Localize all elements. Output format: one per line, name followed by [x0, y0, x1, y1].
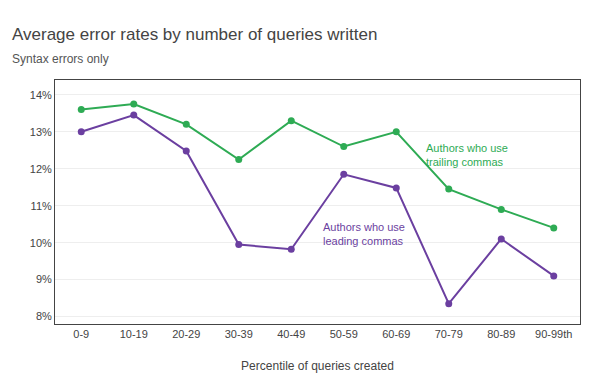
svg-text:0-9: 0-9	[73, 328, 89, 340]
svg-text:10-19: 10-19	[120, 328, 148, 340]
svg-text:40-49: 40-49	[277, 328, 305, 340]
svg-text:30-39: 30-39	[225, 328, 253, 340]
svg-text:50-59: 50-59	[330, 328, 358, 340]
svg-text:60-69: 60-69	[382, 328, 410, 340]
svg-text:13%: 13%	[30, 126, 52, 138]
svg-text:Average error rates by number: Average error rates by number of queries…	[12, 25, 377, 44]
svg-text:Authors who usetrailing commas: Authors who usetrailing commas	[426, 142, 508, 168]
svg-text:14%: 14%	[30, 89, 52, 101]
svg-text:9%: 9%	[36, 273, 52, 285]
svg-text:Syntax errors only: Syntax errors only	[12, 52, 109, 66]
svg-text:10%: 10%	[30, 237, 52, 249]
svg-text:20-29: 20-29	[172, 328, 200, 340]
svg-text:90-99th: 90-99th	[535, 328, 572, 340]
svg-text:12%: 12%	[30, 163, 52, 175]
svg-text:8%: 8%	[36, 310, 52, 322]
svg-text:70-79: 70-79	[435, 328, 463, 340]
svg-text:80-89: 80-89	[487, 328, 515, 340]
svg-text:Percentile of queries created: Percentile of queries created	[241, 359, 394, 373]
svg-text:11%: 11%	[31, 200, 52, 212]
svg-text:Authors who useleading commas: Authors who useleading commas	[323, 221, 405, 247]
